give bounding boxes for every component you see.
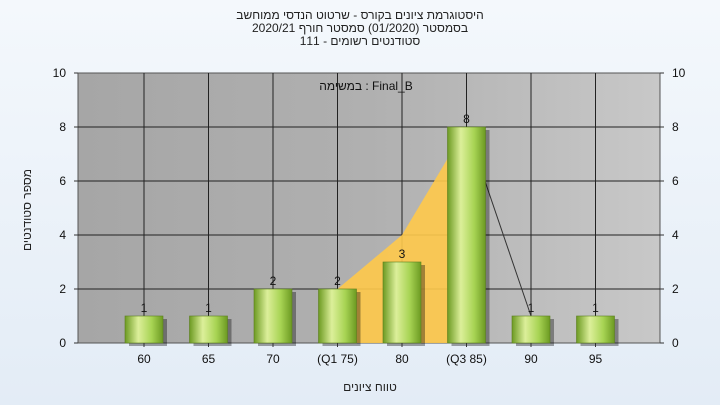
bar bbox=[576, 315, 615, 344]
x-tick-label: 90 bbox=[524, 352, 538, 366]
y-tick-label-left: 10 bbox=[53, 66, 67, 80]
bar bbox=[189, 315, 228, 344]
y-tick-label-right: 10 bbox=[672, 66, 686, 80]
title-line-1: היסטוגרמת ציונים בקורס - שרטוט הנדסי ממו… bbox=[236, 8, 484, 22]
bar bbox=[124, 315, 164, 344]
bar-data-label: 1 bbox=[141, 301, 148, 315]
x-tick-label: 95 bbox=[589, 352, 603, 366]
y-tick-label-left: 6 bbox=[59, 174, 66, 188]
legend-label: במשימה : Final_B bbox=[319, 79, 413, 93]
chart-title: היסטוגרמת ציונים בקורס - שרטוט הנדסי ממו… bbox=[0, 9, 720, 48]
y-tick-label-right: 0 bbox=[672, 336, 679, 350]
x-tick-label: (Q1 75) bbox=[317, 352, 358, 366]
x-axis-title: טווח ציונים bbox=[343, 380, 397, 394]
x-tick-label: 70 bbox=[266, 352, 280, 366]
title-line-2: בסמסטר (01/2020) סמסטר חורף 2020/21 bbox=[251, 21, 469, 35]
x-tick-label: 80 bbox=[395, 352, 409, 366]
title-line-3: סטודנטים רשומים - 111 bbox=[299, 34, 421, 48]
bar-data-label: 3 bbox=[399, 247, 406, 261]
bar bbox=[318, 288, 357, 344]
bar bbox=[447, 126, 486, 344]
bar-data-label: 1 bbox=[528, 301, 535, 315]
bar-data-label: 2 bbox=[270, 274, 277, 288]
bar bbox=[511, 315, 551, 344]
y-tick-label-left: 2 bbox=[59, 282, 66, 296]
y-tick-label-right: 8 bbox=[672, 120, 679, 134]
y-tick-label-left: 0 bbox=[59, 336, 66, 350]
y-tick-label-right: 2 bbox=[672, 282, 679, 296]
bar bbox=[382, 261, 422, 344]
bar-data-label: 1 bbox=[205, 301, 212, 315]
x-tick-label: 60 bbox=[137, 352, 151, 366]
x-tick-label: 65 bbox=[202, 352, 216, 366]
y-tick-label-left: 8 bbox=[59, 120, 66, 134]
y-axis-title: מספר סטודנטים bbox=[20, 168, 34, 252]
y-tick-label-right: 6 bbox=[672, 174, 679, 188]
bar-data-label: 2 bbox=[334, 274, 341, 288]
overlay-area bbox=[337, 127, 467, 343]
bar-data-label: 1 bbox=[592, 301, 599, 315]
y-tick-label-left: 4 bbox=[59, 228, 66, 242]
bar-data-label: 8 bbox=[463, 112, 470, 126]
y-tick-label-right: 4 bbox=[672, 228, 679, 242]
bar bbox=[253, 288, 293, 344]
x-tick-label: (Q3 85) bbox=[446, 352, 487, 366]
